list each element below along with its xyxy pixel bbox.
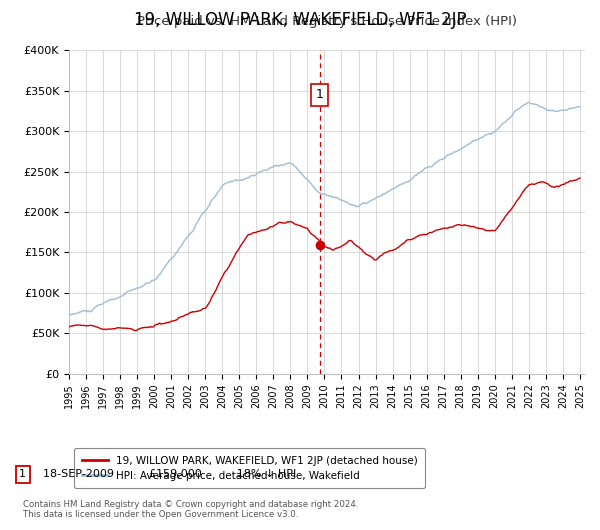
Text: Contains HM Land Registry data © Crown copyright and database right 2024.: Contains HM Land Registry data © Crown c…	[23, 500, 358, 509]
Text: 18-SEP-2009          £159,000          18% ↓ HPI: 18-SEP-2009 £159,000 18% ↓ HPI	[43, 470, 296, 479]
Text: 19, WILLOW PARK, WAKEFIELD, WF1 2JP: 19, WILLOW PARK, WAKEFIELD, WF1 2JP	[134, 11, 466, 29]
Text: 1: 1	[316, 89, 323, 101]
Legend: 19, WILLOW PARK, WAKEFIELD, WF1 2JP (detached house), HPI: Average price, detach: 19, WILLOW PARK, WAKEFIELD, WF1 2JP (det…	[74, 448, 425, 488]
Text: 1: 1	[19, 470, 26, 479]
Title: Price paid vs. HM Land Registry's House Price Index (HPI): Price paid vs. HM Land Registry's House …	[137, 15, 517, 28]
Text: This data is licensed under the Open Government Licence v3.0.: This data is licensed under the Open Gov…	[23, 510, 298, 519]
